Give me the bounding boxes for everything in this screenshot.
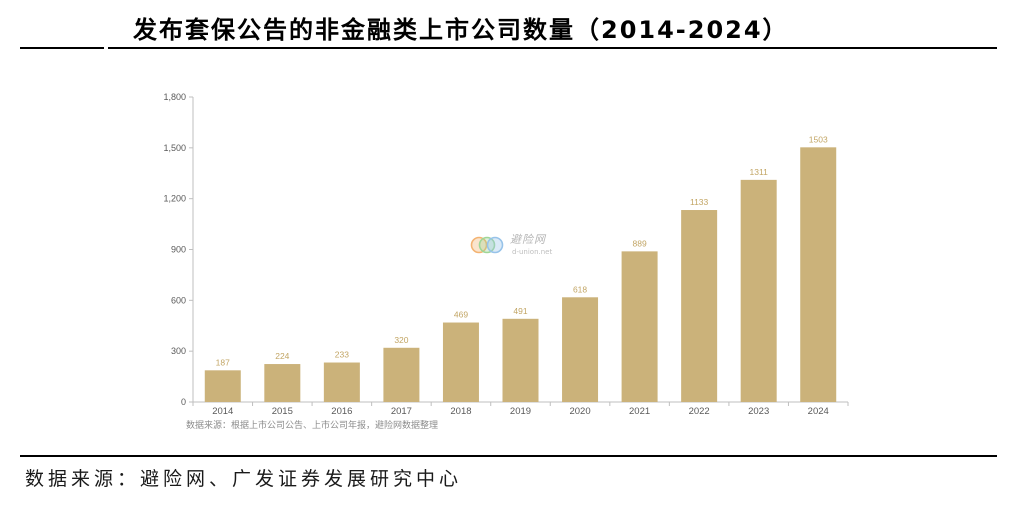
x-tick-label: 2018 (450, 406, 471, 417)
y-tick-label: 600 (171, 295, 186, 305)
watermark-name: 避险网 (510, 233, 546, 246)
data-label-2023: 1311 (750, 167, 769, 177)
watermark-logo: 避险网 d-union.net (470, 230, 570, 260)
bar-2023 (740, 179, 777, 402)
x-tick-label: 2021 (629, 406, 650, 417)
data-label-2019: 491 (513, 306, 527, 316)
data-label-2014: 187 (216, 357, 230, 367)
y-tick-label: 0 (181, 397, 186, 407)
x-tick-label: 2017 (391, 406, 412, 417)
x-tick-label: 2015 (272, 406, 293, 417)
chart-source-note: 数据来源：根据上市公司公告、上市公司年报，避险网数据整理 (186, 419, 438, 431)
data-label-2021: 889 (632, 238, 646, 248)
bar-2015 (264, 364, 301, 402)
bar-2016 (323, 362, 360, 402)
bar-2018 (442, 322, 479, 402)
x-tick-label: 2023 (748, 406, 769, 417)
data-label-2017: 320 (394, 335, 408, 345)
data-label-2016: 233 (335, 350, 349, 360)
bar-chart: 0 300 600 900 1,200 1,500 1,800 2014 2015 2016 201… (163, 92, 849, 431)
x-tick-label: 2016 (331, 406, 352, 417)
data-label-2018: 469 (454, 310, 468, 320)
bar-series: 187 224 233 320 469 491 618 889 1133 1311 1503 (204, 134, 837, 402)
page-title: 发布套保公告的非金融类上市公司数量（2014-2024） (133, 16, 789, 44)
watermark-emblem-icon (470, 236, 504, 254)
data-label-2015: 224 (275, 351, 289, 361)
watermark-domain: d-union.net (512, 248, 553, 256)
y-tick-label: 1,500 (163, 143, 186, 153)
axes: 0 300 600 900 1,200 1,500 1,800 2014 2015 2016 201… (163, 92, 849, 417)
bar-2020 (562, 297, 599, 402)
x-tick-label: 2019 (510, 406, 531, 417)
bar-2019 (502, 318, 539, 402)
x-tick-label: 2022 (689, 406, 710, 417)
bar-2021 (621, 251, 658, 402)
x-tick-label: 2024 (808, 406, 829, 417)
x-tick-label: 2014 (212, 406, 233, 417)
bar-2024 (800, 147, 837, 402)
title-rule-left (20, 47, 104, 49)
bar-2017 (383, 347, 420, 402)
data-label-2020: 618 (573, 284, 587, 294)
title-rule (108, 47, 997, 49)
y-tick-label: 300 (171, 346, 186, 356)
x-tick-label: 2020 (569, 406, 590, 417)
data-label-2022: 1133 (690, 197, 709, 207)
bar-2022 (681, 210, 718, 402)
y-tick-label: 1,200 (163, 194, 186, 204)
footer-source: 数据来源：避险网、广发证券发展研究中心 (25, 468, 463, 490)
y-tick-label: 900 (171, 245, 186, 255)
data-label-2024: 1503 (809, 134, 828, 144)
bar-2014 (204, 370, 241, 402)
y-tick-label: 1,800 (163, 92, 186, 102)
footer-rule (20, 455, 997, 457)
